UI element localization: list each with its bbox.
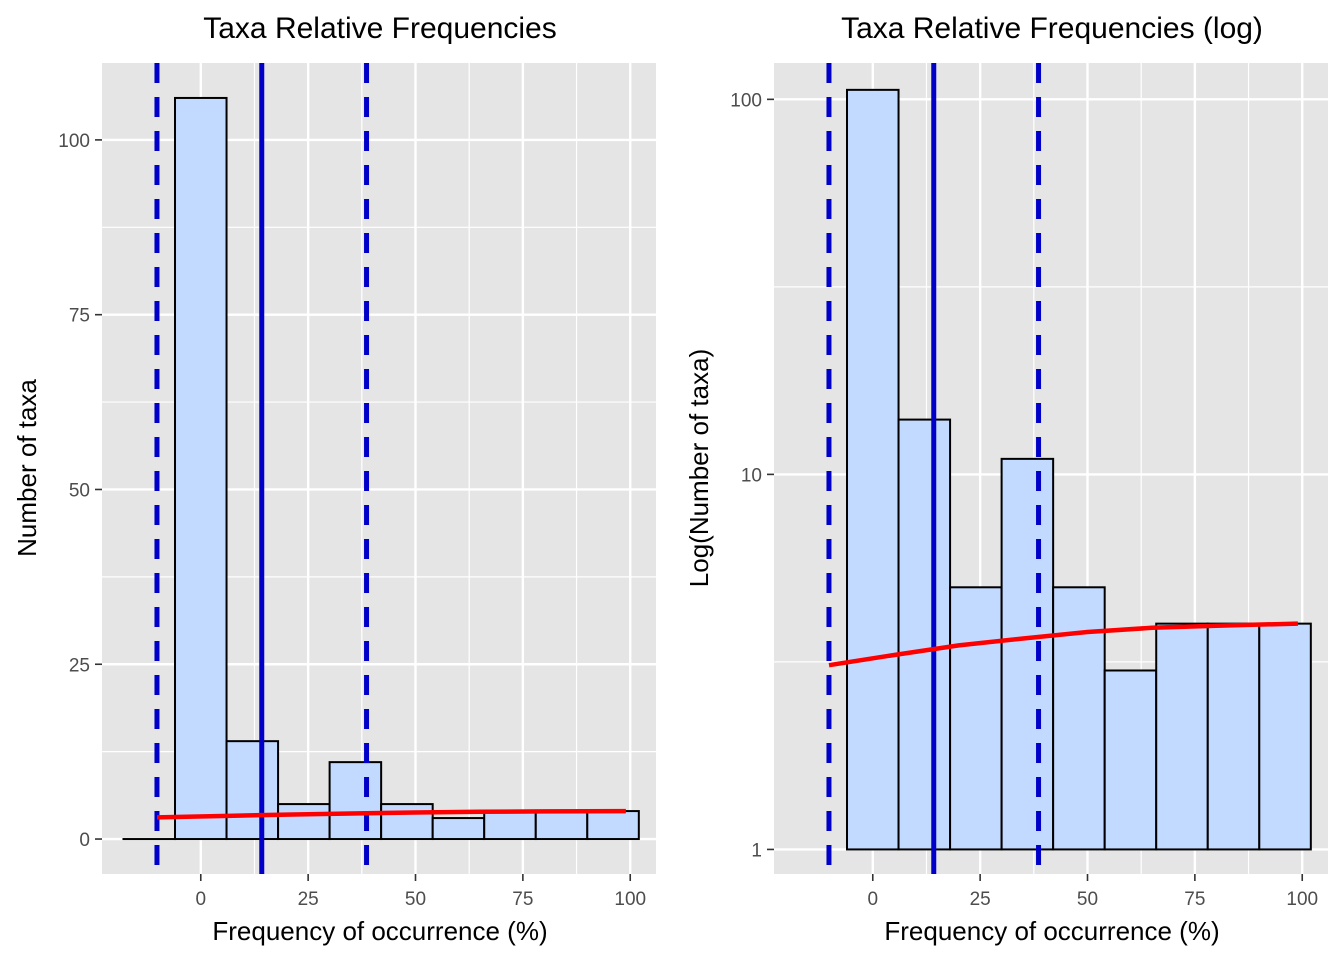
right-x-tick-label: 25 xyxy=(970,889,991,910)
left-x-tick-label: 100 xyxy=(614,889,646,910)
left-x-tick-label: 0 xyxy=(195,889,206,910)
right-histogram-bar xyxy=(1206,622,1261,851)
left-histogram-bar xyxy=(277,803,331,841)
left-y-tick-label: 50 xyxy=(69,480,90,501)
right-x-tick-label: 100 xyxy=(1286,889,1318,910)
left-histogram-bar xyxy=(174,96,228,841)
left-histogram-bar xyxy=(431,817,486,841)
right-y-tick-label: 1 xyxy=(751,840,762,861)
left-histogram-bar xyxy=(586,810,640,841)
left-trend-line xyxy=(156,808,626,820)
right-histogram-bar xyxy=(1155,622,1209,851)
right-histogram-bars xyxy=(846,88,1312,851)
right-x-axis-title: Frequency of occurrence (%) xyxy=(884,916,1219,946)
left-y-axis-title: Number of taxa xyxy=(12,379,42,557)
right-histogram-bar xyxy=(1103,669,1158,851)
right-x-tick-label: 50 xyxy=(1077,889,1098,910)
right-y-axis-title: Log(Number of taxa) xyxy=(684,349,714,587)
left-y-tick-label: 25 xyxy=(69,655,90,676)
right-histogram-bar xyxy=(1258,622,1312,851)
left-histogram-bar xyxy=(380,803,434,841)
left-x-tick-label: 25 xyxy=(298,889,319,910)
left-y-tick-label: 75 xyxy=(69,306,90,327)
left-y-tick-label: 100 xyxy=(58,131,90,152)
left-histogram-bars xyxy=(122,96,640,841)
right-histogram-bar xyxy=(897,418,952,851)
right-trend-line xyxy=(828,621,1298,668)
right-histogram-bar xyxy=(949,586,1003,851)
right-x-tick-label: 0 xyxy=(867,889,878,910)
left-x-tick-label: 50 xyxy=(405,889,426,910)
right-y-tick-label: 100 xyxy=(730,90,762,111)
left-histogram-bar xyxy=(225,740,280,841)
right-histogram-bar xyxy=(1000,457,1055,851)
left-chart-title: Taxa Relative Frequencies xyxy=(203,12,557,45)
left-histogram-bar xyxy=(534,810,589,841)
left-histogram-bar xyxy=(483,810,537,841)
right-histogram-bar xyxy=(846,88,900,851)
left-y-tick-label: 0 xyxy=(79,830,90,851)
left-axis-ticks: 0 25 50 75 100 0 25 50 75 100 xyxy=(58,131,646,910)
left-reference-lines xyxy=(154,63,626,874)
right-chart-title: Taxa Relative Frequencies (log) xyxy=(841,12,1263,45)
right-y-tick-label: 10 xyxy=(741,465,762,486)
right-x-tick-label: 75 xyxy=(1184,889,1205,910)
right-axis-ticks: 0 25 50 75 100 1 10 100 xyxy=(730,90,1318,910)
left-x-axis-title: Frequency of occurrence (%) xyxy=(212,916,547,946)
left-histogram-bar xyxy=(328,761,383,841)
right-histogram-bar xyxy=(1052,586,1106,851)
right-reference-lines xyxy=(826,63,1298,874)
left-x-tick-label: 75 xyxy=(512,889,533,910)
